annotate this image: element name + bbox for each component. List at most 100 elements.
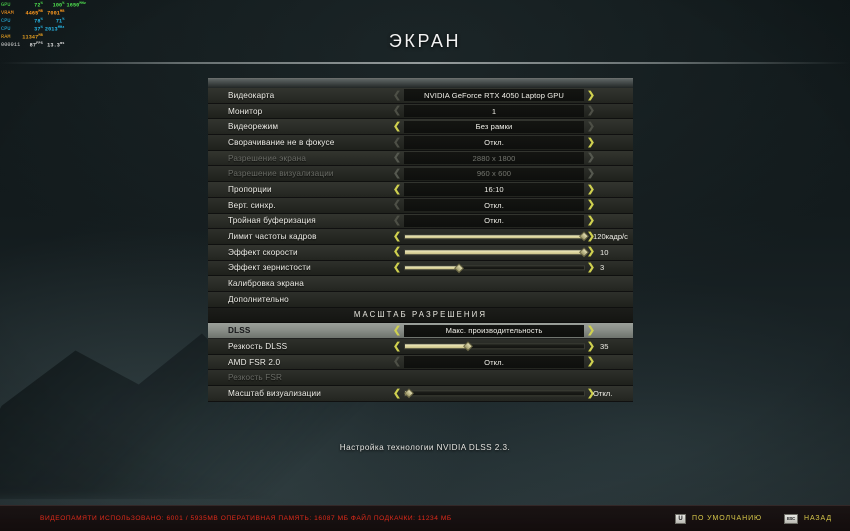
setting-row-1[interactable]: Монитор ❮ ❯ 1	[208, 103, 633, 120]
slider-fill	[405, 234, 584, 239]
perf-value: 2013MHz	[44, 25, 65, 33]
perf-row: GPU 72% 100% 1650MHz	[1, 1, 88, 9]
panel-top-edge	[208, 78, 633, 88]
title-divider	[0, 62, 850, 64]
setting-value: 960 x 600	[476, 169, 512, 179]
chevron-left-icon: ❮	[393, 168, 401, 180]
slider-fill	[405, 266, 459, 270]
setting-label: DLSS	[228, 326, 251, 336]
setting-row-10[interactable]: Эффект скорости ❮ ❯ 10	[208, 244, 633, 261]
setting-label: Верт. синхр.	[228, 200, 276, 210]
performance-table: GPU 72% 100% 1650MHz VRAM 4465MB 7001MB CPU 78% 7…	[1, 1, 88, 49]
chevron-right-icon[interactable]: ❯	[587, 262, 595, 274]
setting-slider[interactable]	[403, 388, 585, 399]
chevron-right-icon[interactable]: ❯	[587, 324, 595, 336]
setting-value-box[interactable]: Откл.	[404, 199, 584, 212]
chevron-right-icon[interactable]: ❯	[587, 105, 595, 117]
setting-label: Лимит частоты кадров	[228, 232, 317, 242]
chevron-right-icon: ❯	[587, 168, 595, 180]
scaling-setting-row-0[interactable]: DLSS ❮ ❯ Макс. производительность	[208, 323, 633, 339]
chevron-right-icon[interactable]: ❯	[587, 215, 595, 227]
setting-row-8[interactable]: Тройная буферизация ❮ ❯ Откл.	[208, 213, 633, 230]
chevron-right-icon[interactable]: ❯	[587, 199, 595, 211]
setting-value-box[interactable]: 1	[404, 104, 584, 118]
chevron-left-icon[interactable]: ❮	[393, 120, 401, 132]
chevron-left-icon[interactable]: ❮	[393, 262, 401, 274]
chevron-left-icon[interactable]: ❮	[393, 230, 401, 242]
scaling-setting-row-4[interactable]: Масштаб визуализации ❮ ❯ Откл.	[208, 386, 633, 402]
perf-label: GPU	[1, 1, 11, 8]
chevron-right-icon[interactable]: ❯	[587, 356, 595, 368]
chevron-left-icon[interactable]: ❮	[393, 246, 401, 258]
setting-label: Резкость FSR	[228, 373, 283, 383]
perf-value: 71%	[55, 17, 65, 25]
setting-row-9[interactable]: Лимит частоты кадров ❮ ❯ 120кадр/с	[208, 229, 633, 245]
chevron-right-icon[interactable]: ❯	[587, 120, 595, 132]
setting-value-box[interactable]: Откл.	[404, 136, 584, 149]
slider-value-label: 10	[600, 247, 609, 257]
chevron-left-icon[interactable]: ❮	[393, 324, 401, 336]
setting-row-12[interactable]: Калибровка экрана	[208, 276, 633, 292]
setting-row-2[interactable]: Видеорежим ❮ ❯ Без рамки	[208, 119, 633, 136]
perf-row: VRAM 4465MB 7001MB	[1, 9, 88, 17]
slider-knob[interactable]	[453, 262, 464, 273]
chevron-right-icon[interactable]: ❯	[587, 136, 595, 148]
scaling-setting-row-1[interactable]: Резкость DLSS ❮ ❯ 35	[208, 339, 633, 355]
chevron-right-icon[interactable]: ❯	[587, 183, 595, 195]
performance-overlay: GPU 72% 100% 1650MHz VRAM 4465MB 7001MB CPU 78% 7…	[1, 1, 88, 49]
key-hint-0[interactable]: U ПО УМОЛЧАНИЮ	[675, 513, 762, 524]
setting-row-7[interactable]: Верт. синхр. ❮ ❯ Откл.	[208, 197, 633, 214]
setting-slider[interactable]	[404, 262, 585, 273]
chevron-right-icon[interactable]: ❯	[587, 340, 595, 352]
key-hint-label: ПО УМОЛЧАНИЮ	[692, 515, 762, 522]
setting-label: Сворачивание не в фокусе	[228, 137, 335, 147]
slider-knob[interactable]	[403, 388, 414, 399]
chevron-left-icon[interactable]: ❮	[393, 89, 401, 101]
settings-group-resolution-scaling: DLSS ❮ ❯ Макс. производительность Резкость D…	[208, 323, 633, 402]
setting-value-box[interactable]: 16:10	[404, 183, 584, 196]
perf-value: 72%	[34, 2, 43, 9]
chevron-right-icon[interactable]: ❯	[587, 89, 595, 101]
setting-value-box: 2880 x 1800	[404, 152, 584, 165]
key-hint-1[interactable]: ESC НАЗАД	[783, 513, 832, 524]
setting-slider[interactable]	[404, 231, 589, 242]
key-hint-label: НАЗАД	[803, 515, 832, 522]
chevron-left-icon[interactable]: ❮	[393, 183, 401, 195]
chevron-left-icon[interactable]: ❮	[393, 136, 401, 148]
slider-knob[interactable]	[462, 341, 473, 352]
scaling-setting-row-3: Резкость FSR	[208, 370, 633, 387]
setting-row-3[interactable]: Сворачивание не в фокусе ❮ ❯ Откл.	[208, 135, 633, 151]
setting-slider[interactable]	[404, 341, 585, 352]
scaling-setting-row-2[interactable]: AMD FSR 2.0 ❮ ❯ Откл.	[208, 354, 633, 371]
setting-slider[interactable]	[404, 247, 589, 258]
chevron-right-icon[interactable]: ❯	[587, 230, 595, 242]
chevron-left-icon[interactable]: ❮	[393, 340, 401, 352]
perf-label: RAM	[1, 33, 11, 40]
chevron-left-icon[interactable]: ❮	[393, 356, 401, 368]
settings-panel: Видеокарта ❮ ❯ NVIDIA GeForce RTX 4050 Lapt…	[208, 78, 633, 402]
setting-value-box[interactable]: Откл.	[404, 355, 584, 369]
chevron-left-icon[interactable]: ❮	[393, 105, 401, 117]
setting-value-box[interactable]: Без рамки	[404, 120, 584, 133]
chevron-left-icon[interactable]: ❮	[393, 199, 401, 211]
setting-label: Дополнительно	[228, 294, 289, 304]
setting-row-6[interactable]: Пропорции ❮ ❯ 16:10	[208, 182, 633, 198]
setting-row-0[interactable]: Видеокарта ❮ ❯ NVIDIA GeForce RTX 4050 Lapt…	[208, 88, 633, 104]
setting-value: 16:10	[484, 184, 504, 194]
chevron-left-icon[interactable]: ❮	[393, 215, 401, 227]
chevron-left-icon[interactable]: ❮	[393, 387, 401, 399]
slider-fill	[405, 344, 468, 349]
setting-label: Разрешение экрана	[228, 153, 307, 163]
setting-value: NVIDIA GeForce RTX 4050 Laptop GPU	[423, 90, 564, 100]
perf-value: 78%	[34, 17, 43, 25]
chevron-right-icon[interactable]: ❯	[587, 246, 595, 258]
setting-value-box[interactable]: NVIDIA GeForce RTX 4050 Laptop GPU	[404, 89, 584, 102]
setting-row-13[interactable]: Дополнительно	[208, 291, 633, 308]
setting-row-11[interactable]: Эффект зернистости ❮ ❯ 3	[208, 260, 633, 277]
chevron-right-icon[interactable]: ❯	[587, 387, 595, 399]
keycap-icon: ESC	[783, 513, 798, 524]
chevron-left-icon: ❮	[393, 152, 401, 164]
perf-label: 000011	[1, 41, 21, 48]
setting-value-box[interactable]: Откл.	[404, 214, 584, 227]
setting-value-box[interactable]: Макс. производительность	[404, 324, 584, 337]
